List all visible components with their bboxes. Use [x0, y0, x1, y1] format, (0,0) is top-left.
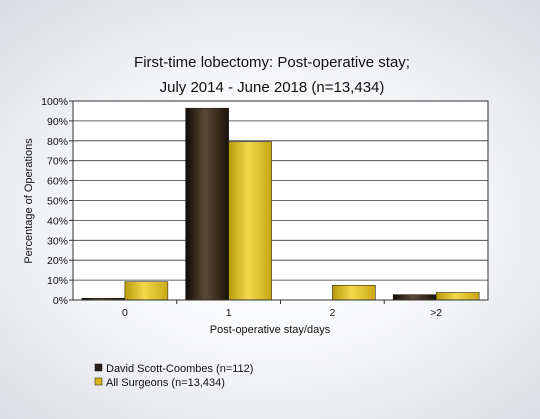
legend-swatch	[94, 377, 103, 386]
bar-surgeon	[185, 107, 229, 301]
legend-label: David Scott-Coombes (n=112)	[106, 363, 253, 375]
y-tick-label: 0%	[53, 295, 68, 307]
bar-all-surgeons	[332, 285, 376, 301]
y-tick-label: 40%	[47, 215, 68, 227]
y-tick-label: 50%	[47, 196, 68, 208]
x-tick-label: 2	[329, 307, 335, 319]
y-tick-label: 60%	[47, 176, 68, 188]
y-tick-label: 30%	[47, 235, 68, 247]
axes	[69, 100, 489, 304]
x-tick-label: 0	[122, 307, 128, 319]
legend-label: All Surgeons (n=13,434)	[106, 377, 225, 389]
y-axis-label: Percentage of Operations	[23, 138, 35, 264]
legend-swatch	[94, 363, 103, 372]
x-tick-label: 1	[226, 307, 232, 319]
legend: David Scott-Coombes (n=112) All Surgeons …	[94, 363, 253, 389]
y-tick-label: 10%	[47, 275, 68, 287]
y-tick-label: 70%	[47, 156, 68, 168]
bars	[81, 107, 480, 301]
y-tick-label: 90%	[47, 116, 68, 128]
y-tick-label: 80%	[47, 136, 68, 148]
chart-title: First-time lobectomy: Post-operative sta…	[134, 54, 410, 71]
y-tick-label: 100%	[41, 96, 68, 108]
chart-subtitle: July 2014 - June 2018 (n=13,434)	[160, 79, 385, 96]
bar-all-surgeons	[228, 141, 272, 301]
y-tick-label: 20%	[47, 255, 68, 267]
bar-all-surgeons	[124, 281, 169, 301]
bar-all-surgeons	[435, 292, 480, 301]
bar-surgeon	[392, 294, 437, 301]
y-tick-labels: 0% 10% 20% 30% 40% 50% 60% 70% 80% 90% 100%	[41, 96, 68, 307]
x-tick-labels: 0 1 2 >2	[122, 307, 442, 319]
x-axis-label: Post-operative stay/days	[210, 324, 331, 336]
x-tick-label: >2	[430, 307, 442, 319]
gridlines	[73, 120, 488, 281]
